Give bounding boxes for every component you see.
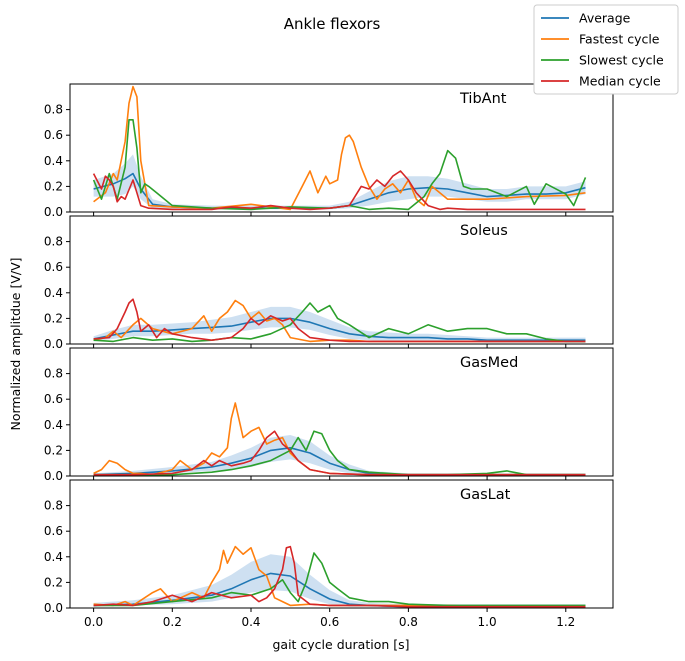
x-tick-label: 0.6 xyxy=(320,615,339,629)
y-tick-label: 0.8 xyxy=(44,499,63,513)
axes-frame xyxy=(69,215,614,345)
y-tick-label: 0.6 xyxy=(44,392,63,406)
y-tick-label: 0.4 xyxy=(44,550,63,564)
series-line-fastest-cycle xyxy=(93,545,586,608)
y-tick-label: 0.2 xyxy=(44,311,63,325)
y-tick-label: 0.8 xyxy=(44,367,63,381)
axes-frame xyxy=(69,83,614,213)
y-tick-label: 0.4 xyxy=(44,286,63,300)
legend-item-fastest-cycle: Fastest cycle xyxy=(541,32,660,47)
y-tick-label: 0.8 xyxy=(44,103,63,117)
y-tick-label: 0.0 xyxy=(44,469,63,483)
y-tick-label: 0.2 xyxy=(44,575,63,589)
y-axis-label: Normalized amplitdue [V/V] xyxy=(8,257,23,430)
panel-gasmed: 0.0 0.2 0.4 0.6 0.8 GasMed xyxy=(44,347,614,483)
y-tick-label: 0.4 xyxy=(44,154,63,168)
legend-label: Median cycle xyxy=(579,74,661,89)
y-tick-label: 0.6 xyxy=(44,524,63,538)
variability-band xyxy=(93,154,586,210)
legend-label: Slowest cycle xyxy=(579,53,664,68)
y-tick-label: 0.0 xyxy=(44,601,63,615)
variability-band xyxy=(93,554,586,608)
series-line-slowest-cycle xyxy=(93,552,586,607)
figure-title: Ankle flexors xyxy=(284,15,381,33)
legend-item-median-cycle: Median cycle xyxy=(541,74,661,89)
series-line-median-cycle xyxy=(93,298,586,343)
panel-tibant: 0.0 0.2 0.4 0.6 0.8 TibAnt xyxy=(44,83,614,219)
variability-band xyxy=(93,306,586,343)
plot-area xyxy=(93,402,586,476)
variability-band xyxy=(93,435,586,476)
panel-title: TibAnt xyxy=(459,91,507,107)
x-tick-label: 1.0 xyxy=(478,615,497,629)
x-tick-label: 0.8 xyxy=(399,615,418,629)
series-line-fastest-cycle xyxy=(93,85,586,211)
legend-label: Average xyxy=(579,11,631,26)
plot-area xyxy=(93,298,586,343)
legend-item-average: Average xyxy=(541,11,631,26)
y-tick-label: 0.8 xyxy=(44,235,63,249)
series-line-median-cycle xyxy=(93,430,586,476)
x-tick-label: 1.2 xyxy=(556,615,575,629)
y-tick-label: 0.2 xyxy=(44,179,63,193)
y-tick-label: 0.6 xyxy=(44,128,63,142)
y-tick-label: 0.0 xyxy=(44,337,63,351)
plot-area xyxy=(93,545,586,608)
panel-title: Soleus xyxy=(460,223,508,239)
series-line-slowest-cycle xyxy=(93,302,586,343)
series-line-slowest-cycle xyxy=(93,430,586,476)
series-line-average xyxy=(93,317,586,341)
legend-frame xyxy=(533,4,679,95)
y-tick-label: 0.6 xyxy=(44,260,63,274)
series-line-slowest-cycle xyxy=(92,119,587,211)
axes-frame xyxy=(69,347,614,477)
legend: Average Fastest cycle Slowest cycle Median … xyxy=(533,4,679,95)
axes-frame xyxy=(69,479,614,609)
subplot-grid: 0.0 0.2 0.4 0.6 0.8 TibAnt 0.0 0.2 0.4 0.6 0.8 Sole… xyxy=(44,83,614,629)
x-axis-label: gait cycle duration [s] xyxy=(272,637,409,652)
x-tick-label: 0.4 xyxy=(241,615,260,629)
panel-title: GasLat xyxy=(460,487,511,503)
x-tick-label: 0.2 xyxy=(163,615,182,629)
y-tick-label: 0.4 xyxy=(44,418,63,432)
y-tick-label: 0.0 xyxy=(44,205,63,219)
legend-item-slowest-cycle: Slowest cycle xyxy=(541,53,664,68)
panel-soleus: 0.0 0.2 0.4 0.6 0.8 Soleus xyxy=(44,215,614,351)
plot-area xyxy=(92,85,587,211)
y-tick-label: 0.2 xyxy=(44,443,63,457)
series-line-median-cycle xyxy=(92,170,586,211)
panel-title: GasMed xyxy=(460,355,518,371)
legend-label: Fastest cycle xyxy=(579,32,660,47)
panel-gaslat: 0.0 0.2 0.4 0.6 0.8 0.0 0.2 0.4 0.6 0.8 1.0 1.2 GasL… xyxy=(44,479,614,629)
series-line-median-cycle xyxy=(93,545,586,608)
x-tick-label: 0.0 xyxy=(84,615,103,629)
